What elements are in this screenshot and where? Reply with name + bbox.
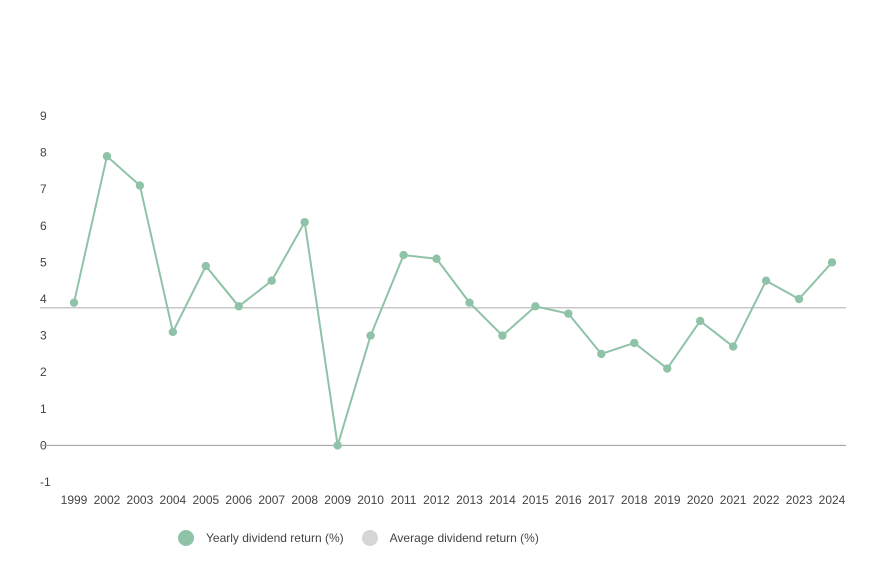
x-axis-ticks: 1999 2002 2003 2004 2005 2006 2007 2008 2009 2010… — [61, 493, 846, 507]
data-point[interactable] — [135, 181, 145, 190]
data-point[interactable] — [102, 152, 112, 161]
series-line-yearly — [73, 155, 833, 447]
data-point[interactable] — [366, 331, 375, 340]
x-tick-label: 2018 — [621, 493, 648, 507]
data-point[interactable] — [267, 276, 276, 285]
data-point[interactable] — [168, 327, 178, 337]
x-tick-label: 2013 — [456, 493, 483, 507]
y-tick-label: -1 — [40, 475, 51, 489]
x-tick-label: 2021 — [720, 493, 747, 507]
y-tick-label: 7 — [40, 182, 47, 196]
legend-label-yearly: Yearly dividend return (%) — [206, 531, 344, 545]
x-tick-label: 2007 — [258, 493, 285, 507]
data-point[interactable] — [69, 298, 79, 307]
x-tick-label: 2011 — [391, 493, 417, 507]
legend-swatch-average — [361, 530, 378, 546]
x-tick-label: 2020 — [687, 493, 714, 507]
data-point[interactable] — [465, 298, 474, 307]
x-tick-label: 2002 — [94, 493, 121, 507]
data-point[interactable] — [201, 261, 211, 271]
legend-swatch-yearly — [178, 530, 194, 546]
y-tick-label: 8 — [40, 146, 47, 160]
x-tick-label: 2023 — [786, 493, 813, 507]
data-point[interactable] — [234, 302, 243, 311]
y-tick-label: 3 — [40, 329, 47, 343]
data-point[interactable] — [794, 294, 804, 304]
x-tick-label: 2015 — [522, 493, 549, 507]
data-point[interactable] — [695, 316, 705, 326]
x-tick-label: 2024 — [819, 493, 846, 507]
x-tick-label: 2005 — [192, 493, 219, 507]
y-tick-label: 2 — [40, 365, 47, 379]
data-point[interactable] — [498, 331, 507, 340]
x-tick-label: 2017 — [588, 493, 615, 507]
x-tick-label: 2004 — [160, 493, 187, 507]
data-point[interactable] — [432, 254, 441, 263]
data-point[interactable] — [630, 338, 639, 348]
x-tick-label: 2003 — [127, 493, 154, 507]
data-point[interactable] — [663, 364, 672, 373]
y-tick-label: 9 — [40, 109, 47, 123]
x-tick-label: 2019 — [654, 493, 681, 507]
x-tick-label: 2014 — [489, 493, 516, 507]
data-point[interactable] — [597, 349, 606, 359]
legend: Yearly dividend return (%) Average divid… — [178, 530, 557, 546]
x-tick-label: 2008 — [291, 493, 318, 507]
data-point[interactable] — [827, 258, 837, 267]
legend-item-yearly[interactable]: Yearly dividend return (%) — [178, 530, 344, 546]
x-tick-label: 2016 — [555, 493, 582, 507]
legend-label-average: Average dividend return (%) — [389, 531, 539, 545]
data-point[interactable] — [531, 302, 540, 311]
data-point[interactable] — [333, 441, 342, 450]
y-tick-label: 1 — [40, 402, 47, 416]
data-point[interactable] — [761, 276, 771, 285]
x-tick-label: 2006 — [225, 493, 252, 507]
data-point[interactable] — [564, 309, 573, 318]
x-tick-label: 2022 — [753, 493, 780, 507]
legend-item-average[interactable]: Average dividend return (%) — [361, 530, 539, 546]
y-tick-label: 6 — [40, 219, 47, 233]
x-tick-label: 2012 — [423, 493, 450, 507]
yearly-series — [69, 152, 837, 450]
y-tick-label: 5 — [40, 255, 47, 269]
data-point[interactable] — [300, 217, 309, 227]
data-point[interactable] — [728, 342, 738, 351]
x-tick-label: 2009 — [324, 493, 351, 507]
y-tick-label: 4 — [40, 292, 47, 306]
x-tick-label: 2010 — [357, 493, 384, 507]
x-tick-label: 1999 — [61, 493, 88, 507]
data-point[interactable] — [399, 250, 408, 260]
